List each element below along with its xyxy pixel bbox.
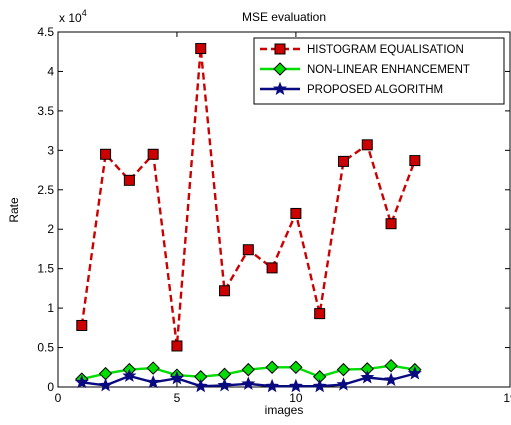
data-point	[409, 155, 421, 167]
data-point	[273, 62, 287, 76]
x-tick-label: 0	[55, 391, 62, 405]
data-point	[407, 366, 422, 380]
data-point	[290, 207, 302, 219]
data-point	[289, 360, 303, 374]
data-point	[385, 218, 397, 230]
data-point	[219, 285, 231, 297]
y-tick-label: 2.5	[37, 183, 54, 197]
y-tick-label: 2	[47, 222, 54, 236]
data-point	[146, 374, 161, 389]
y-tick-label: 3.5	[37, 104, 54, 118]
data-point	[336, 377, 351, 391]
data-point	[312, 378, 327, 393]
data-point	[123, 174, 135, 186]
data-point	[266, 262, 278, 274]
data-point	[242, 244, 254, 256]
legend-label: NON-LINEAR ENHANCEMENT	[307, 64, 470, 76]
x-tick-label: 10	[289, 391, 303, 405]
legend-box	[253, 37, 505, 105]
data-point	[171, 340, 183, 352]
data-point	[274, 43, 286, 55]
data-point	[288, 378, 303, 393]
legend-item: HISTOGRAM EQUALISATION	[260, 43, 464, 56]
y-exponent-label: x 104	[59, 8, 87, 25]
data-point	[361, 139, 373, 151]
legend: HISTOGRAM EQUALISATION NON-LINEAR ENHANCE…	[253, 37, 505, 105]
x-tick-label: 19	[503, 391, 511, 405]
data-point	[314, 308, 326, 320]
y-axis-label: Rate	[7, 197, 21, 223]
data-point	[169, 370, 185, 385]
y-exponent-base: x 10	[59, 11, 82, 25]
data-point	[241, 362, 256, 377]
y-tick-label: 0	[47, 380, 54, 394]
data-point	[98, 378, 113, 392]
data-point	[241, 376, 256, 390]
data-point	[100, 148, 112, 160]
legend-label: HISTOGRAM EQUALISATION	[307, 44, 464, 56]
y-tick-label: 1	[47, 301, 54, 315]
y-tick-label: 4.5	[37, 25, 54, 39]
y-tick-label: 1.5	[37, 262, 54, 276]
data-point	[195, 43, 207, 55]
data-point	[336, 362, 351, 377]
y-tick-label: 4	[47, 64, 54, 78]
chart-title: MSE evaluation	[242, 10, 326, 24]
data-point	[265, 378, 280, 393]
data-point	[122, 368, 137, 382]
data-point	[147, 148, 159, 160]
data-point	[76, 319, 88, 331]
data-point	[383, 372, 399, 386]
series-group	[74, 43, 422, 393]
legend-item: PROPOSED ALGORITHM	[260, 81, 443, 96]
data-point	[360, 370, 375, 384]
x-tick-label: 5	[174, 391, 181, 405]
y-tick-label: 3	[47, 143, 54, 157]
y-exponent-power: 4	[82, 8, 87, 18]
data-point	[193, 378, 208, 393]
data-point	[273, 81, 287, 96]
data-point	[265, 360, 279, 374]
legend-label: PROPOSED ALGORITHM	[307, 84, 443, 96]
series-3	[74, 366, 422, 393]
data-point	[217, 378, 232, 392]
data-point	[384, 358, 398, 373]
legend-item: NON-LINEAR ENHANCEMENT	[260, 62, 470, 76]
data-point	[74, 374, 89, 389]
series-1	[76, 43, 421, 352]
axis-ticks: 0 0.5 1 1.5 2 2.5 3 3.5 4 4.5 0 5 10 19	[37, 25, 511, 405]
data-point	[146, 361, 160, 375]
y-tick-label: 0.5	[37, 341, 54, 355]
x-axis-label: images	[265, 403, 304, 417]
data-point	[337, 155, 349, 167]
